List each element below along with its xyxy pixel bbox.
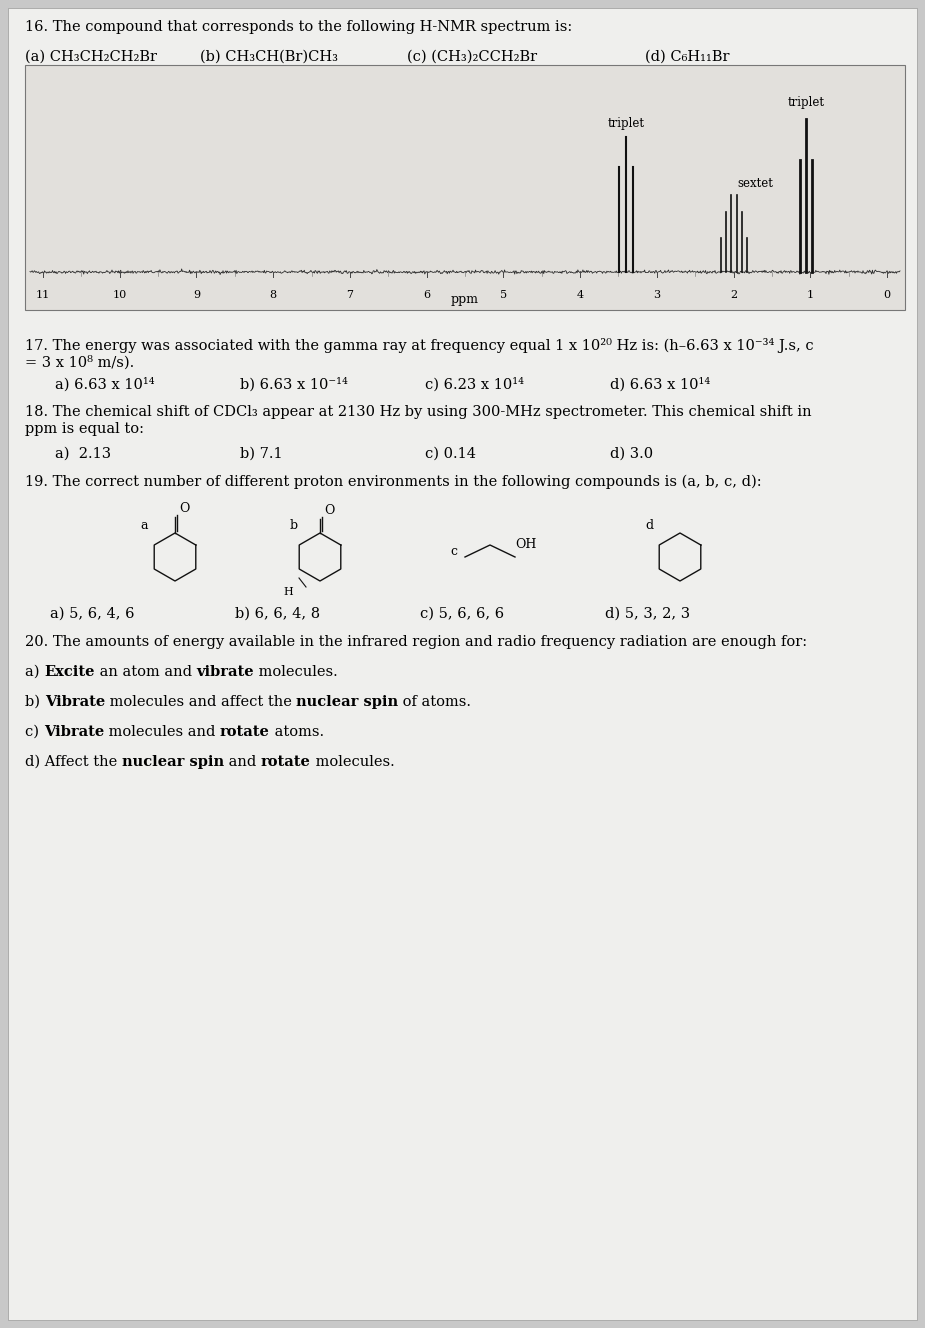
Text: molecules.: molecules. [311, 756, 394, 769]
Text: rotate: rotate [220, 725, 270, 738]
Text: (d) C₆H₁₁Br: (d) C₆H₁₁Br [645, 50, 730, 64]
Text: O: O [324, 505, 334, 517]
Text: c): c) [25, 725, 43, 738]
Text: sextet: sextet [737, 177, 773, 190]
Text: ppm: ppm [451, 293, 479, 305]
Text: c) 5, 6, 6, 6: c) 5, 6, 6, 6 [420, 607, 504, 622]
Text: 19. The correct number of different proton environments in the following compoun: 19. The correct number of different prot… [25, 475, 761, 490]
Text: 20. The amounts of energy available in the infrared region and radio frequency r: 20. The amounts of energy available in t… [25, 635, 808, 649]
Text: atoms.: atoms. [270, 725, 324, 738]
Text: b) 6.63 x 10⁻¹⁴: b) 6.63 x 10⁻¹⁴ [240, 377, 348, 392]
Text: H: H [283, 587, 293, 598]
Text: = 3 x 10⁸ m/s).: = 3 x 10⁸ m/s). [25, 355, 134, 369]
Text: vibrate: vibrate [196, 665, 253, 679]
Text: d) 3.0: d) 3.0 [610, 448, 653, 461]
Text: 18. The chemical shift of CDCl₃ appear at 2130 Hz by using 300-MHz spectrometer.: 18. The chemical shift of CDCl₃ appear a… [25, 405, 811, 420]
Text: b): b) [25, 695, 44, 709]
Text: a)  2.13: a) 2.13 [55, 448, 111, 461]
Text: 5: 5 [500, 290, 507, 300]
Text: d) Affect the: d) Affect the [25, 756, 122, 769]
Text: 9: 9 [193, 290, 200, 300]
Text: triplet: triplet [788, 97, 825, 109]
Text: b) 7.1: b) 7.1 [240, 448, 283, 461]
Text: d) 6.63 x 10¹⁴: d) 6.63 x 10¹⁴ [610, 377, 710, 392]
Text: a) 6.63 x 10¹⁴: a) 6.63 x 10¹⁴ [55, 377, 154, 392]
Text: and: and [224, 756, 261, 769]
Text: a: a [140, 519, 147, 533]
Text: 0: 0 [883, 290, 891, 300]
Text: (a) CH₃CH₂CH₂Br: (a) CH₃CH₂CH₂Br [25, 50, 157, 64]
Text: ppm is equal to:: ppm is equal to: [25, 422, 144, 436]
Text: nuclear spin: nuclear spin [296, 695, 399, 709]
Text: b: b [290, 519, 298, 533]
Text: 8: 8 [269, 290, 277, 300]
Text: 7: 7 [346, 290, 353, 300]
Text: Excite: Excite [44, 665, 94, 679]
Text: an atom and: an atom and [94, 665, 196, 679]
Text: 1: 1 [807, 290, 814, 300]
Text: 3: 3 [653, 290, 660, 300]
Text: Vibrate: Vibrate [44, 695, 105, 709]
Text: b) 6, 6, 4, 8: b) 6, 6, 4, 8 [235, 607, 320, 622]
Text: Vibrate: Vibrate [43, 725, 104, 738]
Text: 16. The compound that corresponds to the following H-NMR spectrum is:: 16. The compound that corresponds to the… [25, 20, 573, 35]
Text: 4: 4 [576, 290, 584, 300]
Text: a) 5, 6, 4, 6: a) 5, 6, 4, 6 [50, 607, 134, 622]
Text: 11: 11 [36, 290, 50, 300]
Text: rotate: rotate [261, 756, 311, 769]
Text: c: c [450, 544, 457, 558]
Text: c) 0.14: c) 0.14 [425, 448, 476, 461]
Text: molecules and affect the: molecules and affect the [105, 695, 296, 709]
Text: d) 5, 3, 2, 3: d) 5, 3, 2, 3 [605, 607, 690, 622]
Text: O: O [179, 502, 190, 515]
Text: OH: OH [515, 538, 536, 551]
Text: nuclear spin: nuclear spin [122, 756, 224, 769]
Text: c) 6.23 x 10¹⁴: c) 6.23 x 10¹⁴ [425, 377, 524, 392]
Text: 17. The energy was associated with the gamma ray at frequency equal 1 x 10²⁰ Hz : 17. The energy was associated with the g… [25, 339, 814, 353]
Text: (b) CH₃CH(Br)CH₃: (b) CH₃CH(Br)CH₃ [200, 50, 338, 64]
Text: molecules and: molecules and [104, 725, 220, 738]
Text: triplet: triplet [608, 117, 645, 130]
Text: 6: 6 [423, 290, 430, 300]
Bar [25, 65, 905, 309]
Text: 10: 10 [113, 290, 127, 300]
Text: of atoms.: of atoms. [399, 695, 472, 709]
Text: d: d [645, 519, 653, 533]
Text: (c) (CH₃)₂CCH₂Br: (c) (CH₃)₂CCH₂Br [407, 50, 537, 64]
Text: 2: 2 [730, 290, 737, 300]
Text: molecules.: molecules. [253, 665, 338, 679]
Text: a): a) [25, 665, 44, 679]
